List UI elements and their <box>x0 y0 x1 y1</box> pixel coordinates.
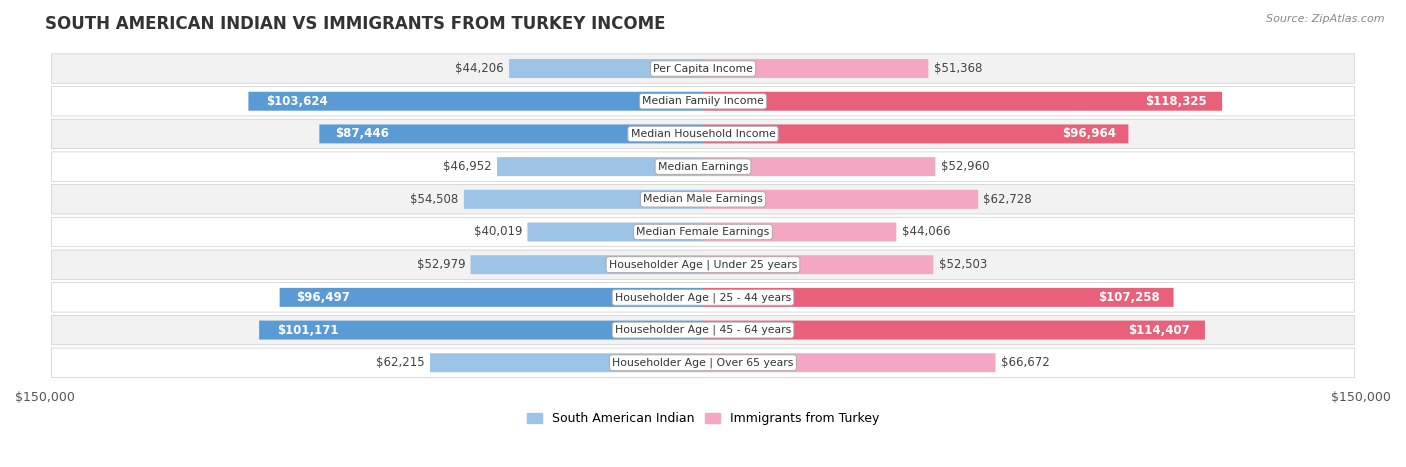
Text: $96,964: $96,964 <box>1062 127 1115 141</box>
FancyBboxPatch shape <box>703 190 979 209</box>
Text: Median Household Income: Median Household Income <box>630 129 776 139</box>
Text: Source: ZipAtlas.com: Source: ZipAtlas.com <box>1267 14 1385 24</box>
Text: $87,446: $87,446 <box>335 127 388 141</box>
FancyBboxPatch shape <box>703 320 1205 340</box>
Text: Householder Age | 45 - 64 years: Householder Age | 45 - 64 years <box>614 325 792 335</box>
FancyBboxPatch shape <box>703 222 896 241</box>
Text: $52,960: $52,960 <box>941 160 988 173</box>
Text: $52,503: $52,503 <box>939 258 987 271</box>
FancyBboxPatch shape <box>703 124 1129 143</box>
FancyBboxPatch shape <box>249 92 703 111</box>
FancyBboxPatch shape <box>52 348 1354 377</box>
FancyBboxPatch shape <box>527 222 703 241</box>
Text: Per Capita Income: Per Capita Income <box>652 64 754 73</box>
FancyBboxPatch shape <box>52 86 1354 116</box>
FancyBboxPatch shape <box>52 250 1354 279</box>
Text: Median Family Income: Median Family Income <box>643 96 763 106</box>
FancyBboxPatch shape <box>703 157 935 176</box>
FancyBboxPatch shape <box>496 157 703 176</box>
Text: $44,206: $44,206 <box>456 62 503 75</box>
Text: $52,979: $52,979 <box>416 258 465 271</box>
Text: SOUTH AMERICAN INDIAN VS IMMIGRANTS FROM TURKEY INCOME: SOUTH AMERICAN INDIAN VS IMMIGRANTS FROM… <box>45 15 665 33</box>
Text: Householder Age | Over 65 years: Householder Age | Over 65 years <box>612 358 794 368</box>
Text: Median Male Earnings: Median Male Earnings <box>643 194 763 204</box>
Text: $114,407: $114,407 <box>1128 324 1189 337</box>
FancyBboxPatch shape <box>703 92 1222 111</box>
Text: $101,171: $101,171 <box>277 324 339 337</box>
FancyBboxPatch shape <box>703 59 928 78</box>
Text: $54,508: $54,508 <box>411 193 458 206</box>
Text: $51,368: $51,368 <box>934 62 981 75</box>
FancyBboxPatch shape <box>430 353 703 372</box>
Text: Householder Age | Under 25 years: Householder Age | Under 25 years <box>609 260 797 270</box>
Text: $62,215: $62,215 <box>377 356 425 369</box>
FancyBboxPatch shape <box>52 152 1354 181</box>
FancyBboxPatch shape <box>509 59 703 78</box>
Text: $44,066: $44,066 <box>901 226 950 239</box>
FancyBboxPatch shape <box>703 288 1174 307</box>
FancyBboxPatch shape <box>703 353 995 372</box>
FancyBboxPatch shape <box>52 184 1354 214</box>
Text: $62,728: $62,728 <box>983 193 1032 206</box>
Text: $96,497: $96,497 <box>297 291 350 304</box>
FancyBboxPatch shape <box>319 124 703 143</box>
FancyBboxPatch shape <box>464 190 703 209</box>
Text: $107,258: $107,258 <box>1098 291 1160 304</box>
Text: $66,672: $66,672 <box>1001 356 1049 369</box>
FancyBboxPatch shape <box>52 119 1354 149</box>
Text: $118,325: $118,325 <box>1144 95 1206 108</box>
FancyBboxPatch shape <box>280 288 703 307</box>
FancyBboxPatch shape <box>52 54 1354 83</box>
FancyBboxPatch shape <box>52 283 1354 312</box>
Text: $46,952: $46,952 <box>443 160 492 173</box>
FancyBboxPatch shape <box>703 255 934 274</box>
FancyBboxPatch shape <box>52 217 1354 247</box>
Text: Householder Age | 25 - 44 years: Householder Age | 25 - 44 years <box>614 292 792 303</box>
Text: $40,019: $40,019 <box>474 226 522 239</box>
FancyBboxPatch shape <box>52 315 1354 345</box>
FancyBboxPatch shape <box>259 320 703 340</box>
Text: Median Earnings: Median Earnings <box>658 162 748 171</box>
Text: $103,624: $103,624 <box>267 95 329 108</box>
Text: Median Female Earnings: Median Female Earnings <box>637 227 769 237</box>
FancyBboxPatch shape <box>471 255 703 274</box>
Legend: South American Indian, Immigrants from Turkey: South American Indian, Immigrants from T… <box>522 407 884 431</box>
